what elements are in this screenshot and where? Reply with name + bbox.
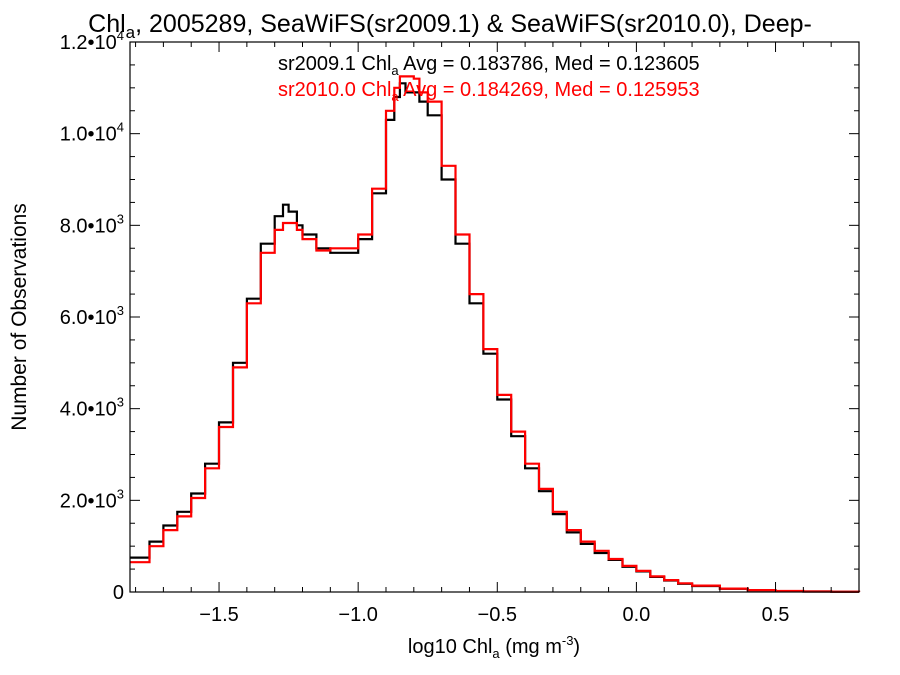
x-tick-label: −1.5 [199, 604, 238, 626]
y-tick-label: 6.0•103 [60, 303, 124, 329]
series-line-sr2010-0 [130, 75, 861, 593]
x-tick-label: 0.5 [762, 604, 790, 626]
y-tick-label: 0 [113, 582, 124, 604]
y-tick-label: 4.0•103 [60, 395, 124, 421]
x-tick-label: 0.0 [622, 604, 650, 626]
x-tick-label: −1.0 [338, 604, 377, 626]
plot-frame [129, 41, 860, 593]
x-axis: −1.5 −1.0 −0.5 0.0 0.5 [135, 42, 860, 626]
y-axis-label: Number of Observations [8, 203, 31, 431]
y-axis: 0 2.0•103 4.0•103 6.0•103 8.0•103 1.0•104 1.2•… [60, 28, 859, 604]
y-tick-label: 2.0•103 [60, 486, 124, 512]
series-layer [130, 75, 861, 593]
y-tick-label: 1.0•104 [60, 120, 124, 146]
chart-title: Chla, 2005289, SeaWiFS(sr2009.1) & SeaWi… [88, 10, 812, 42]
x-axis-label: log10 Chla (mg m-3) [408, 633, 580, 661]
stat-line-sr2009: sr2009.1 Chla Avg = 0.183786, Med = 0.12… [278, 53, 700, 78]
y-tick-label: 8.0•103 [60, 211, 124, 237]
x-tick-label: −0.5 [478, 604, 517, 626]
stat-line-sr2010: sr2010.0 Chla Avg = 0.184269, Med = 0.12… [278, 79, 700, 104]
y-tick-label: 1.2•104 [60, 28, 124, 54]
series-line-sr2009-1 [130, 82, 861, 593]
